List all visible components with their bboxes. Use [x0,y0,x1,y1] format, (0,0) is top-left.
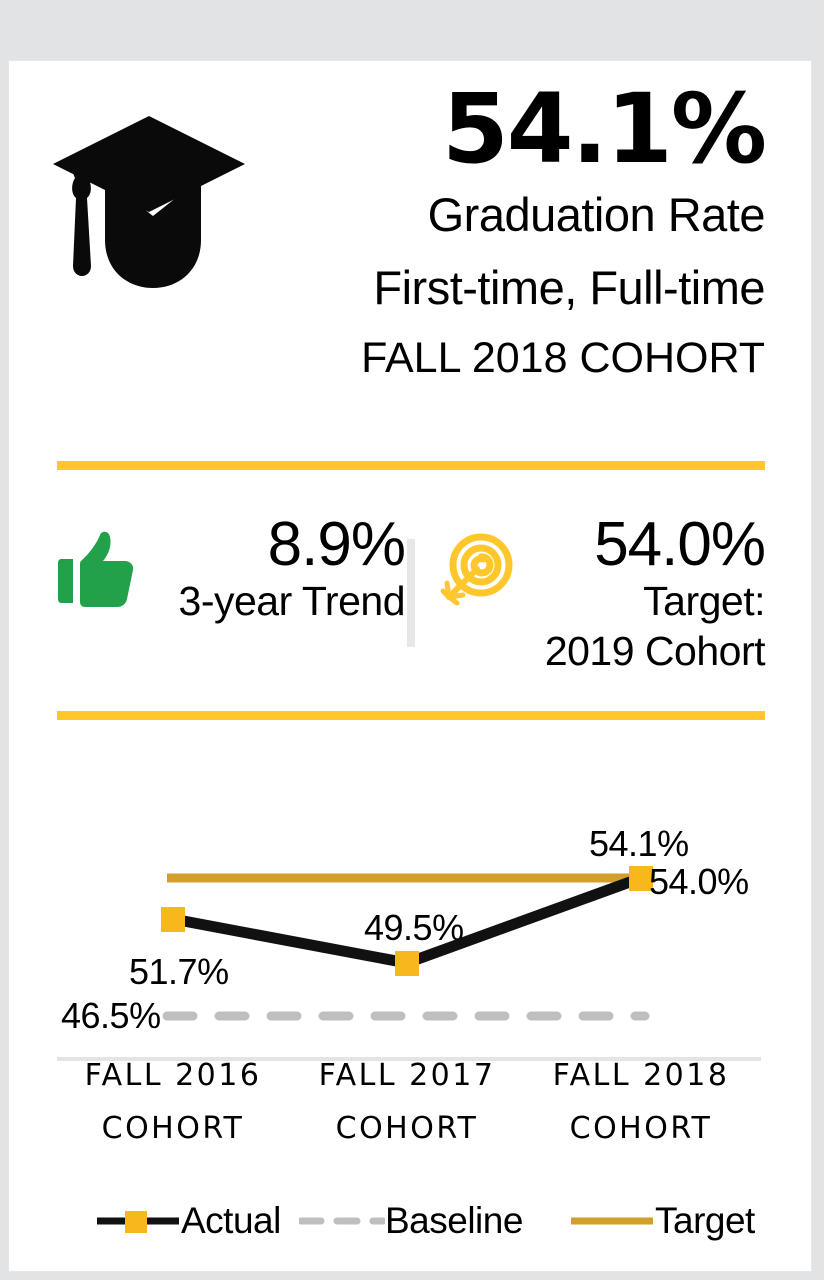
legend-swatch-target [571,1217,653,1225]
legend-item-baseline[interactable]: Baseline [299,1193,523,1249]
chart-canvas [57,866,761,1061]
target-bullseye-icon [437,531,515,611]
target-value-label: 54.0% [649,861,749,902]
thumbs-up-icon [57,531,135,611]
legend-swatch-baseline [299,1217,385,1225]
legend-label-target: Target [655,1200,755,1241]
graduation-rate-subtitle: First-time, Full-time [373,260,765,314]
stats-row: 8.9% 3-year Trend [9,473,813,709]
data-label-2018: 54.1% [589,823,689,864]
kpi-card: 54.1% Graduation Rate First-time, Full-t… [8,60,812,1272]
x-category-2016: FALL 2016 COHORT [84,1058,262,1147]
x-category-2018: FALL 2018 COHORT [552,1058,730,1147]
x-category-2017: FALL 2017 COHORT [318,1058,496,1147]
graduation-cap-icon [49,106,249,296]
data-label-2016: 51.7% [129,951,229,992]
stats-vertical-divider [407,539,415,647]
stat-target: 54.0% Target: 2019 Cohort [429,473,769,709]
baseline-value-label: 46.5% [61,995,161,1036]
target-value: 54.0% [594,510,766,579]
target-label: Target: 2019 Cohort [544,578,766,675]
hero-section: 54.1% Graduation Rate First-time, Full-t… [9,61,813,451]
legend-item-actual[interactable]: Actual [95,1193,281,1249]
stat-trend: 8.9% 3-year Trend [49,473,409,709]
legend-label-baseline: Baseline [385,1200,523,1241]
hero-text-block: 54.1% Graduation Rate First-time, Full-t… [205,73,767,391]
stat-target-body: 54.0% Target: 2019 Cohort [544,510,766,676]
gold-divider-bottom [57,711,765,720]
marker-2018 [629,866,653,891]
trend-label: 3-year Trend [178,578,406,625]
legend-swatch-actual [97,1211,179,1233]
graduation-rate-cohort: FALL 2018 COHORT [361,333,765,382]
graduation-rate-title: Graduation Rate [427,187,766,241]
trend-chart: 51.7% 49.5% 54.1% 54.0% 46.5% FALL 2016 … [9,723,813,1271]
gold-divider-top [57,461,765,470]
marker-2017 [395,951,419,976]
chart-legend: Actual Baseline Target [9,1193,813,1253]
data-label-2017: 49.5% [364,907,464,948]
marker-2016 [161,907,185,932]
stat-trend-body: 8.9% 3-year Trend [178,510,406,626]
graduation-rate-value: 54.1% [441,73,767,185]
legend-item-target[interactable]: Target [569,1193,755,1249]
trend-value: 8.9% [267,510,406,579]
legend-label-actual: Actual [181,1200,281,1241]
